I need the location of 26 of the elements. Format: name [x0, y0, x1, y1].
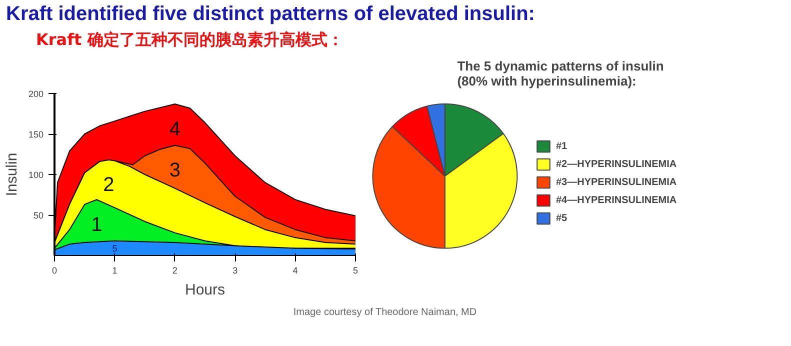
chart-title: Kraft identified five distinct patterns of elevated insulin: — [6, 2, 535, 27]
text: Image courtesy of Theodore Naiman, MD — [293, 306, 477, 320]
x-tick-label: 1 — [112, 266, 118, 276]
y-axis-title: Insulin — [3, 153, 20, 197]
series-label: 2 — [103, 174, 114, 197]
legend-label: #3—HYPERINSULINEMIA — [556, 176, 677, 188]
x-tick-label: 4 — [292, 266, 298, 276]
x-tick-label: 2 — [172, 266, 178, 276]
chart-subtitle: Kraft 确定了五种不同的胰岛素升高模式： — [36, 28, 344, 51]
legend-label: #1 — [556, 140, 568, 152]
y-tick-label: 200 — [28, 89, 44, 100]
series-label: 5 — [112, 244, 118, 254]
series-label: 1 — [91, 214, 102, 236]
x-tick-label: 0 — [52, 266, 58, 276]
series-label: 4 — [169, 118, 180, 141]
y-tick-label: 100 — [28, 170, 44, 180]
x-axis-title: Hours — [184, 282, 226, 299]
legend-label: #5 — [556, 212, 568, 224]
y-tick-label: 50 — [33, 210, 44, 221]
chart-title: The 5 dynamic patterns of insulin (80% with hyperinsulinemia): — [457, 58, 664, 89]
legend-label: #4—HYPERINSULINEMIA — [556, 194, 677, 206]
legend-label: #2—HYPERINSULINEMIA — [556, 158, 677, 170]
y-tick-label: 150 — [28, 130, 44, 140]
series-label: 3 — [169, 160, 180, 182]
x-tick-label: 5 — [352, 266, 358, 276]
x-tick-label: 3 — [232, 266, 238, 276]
